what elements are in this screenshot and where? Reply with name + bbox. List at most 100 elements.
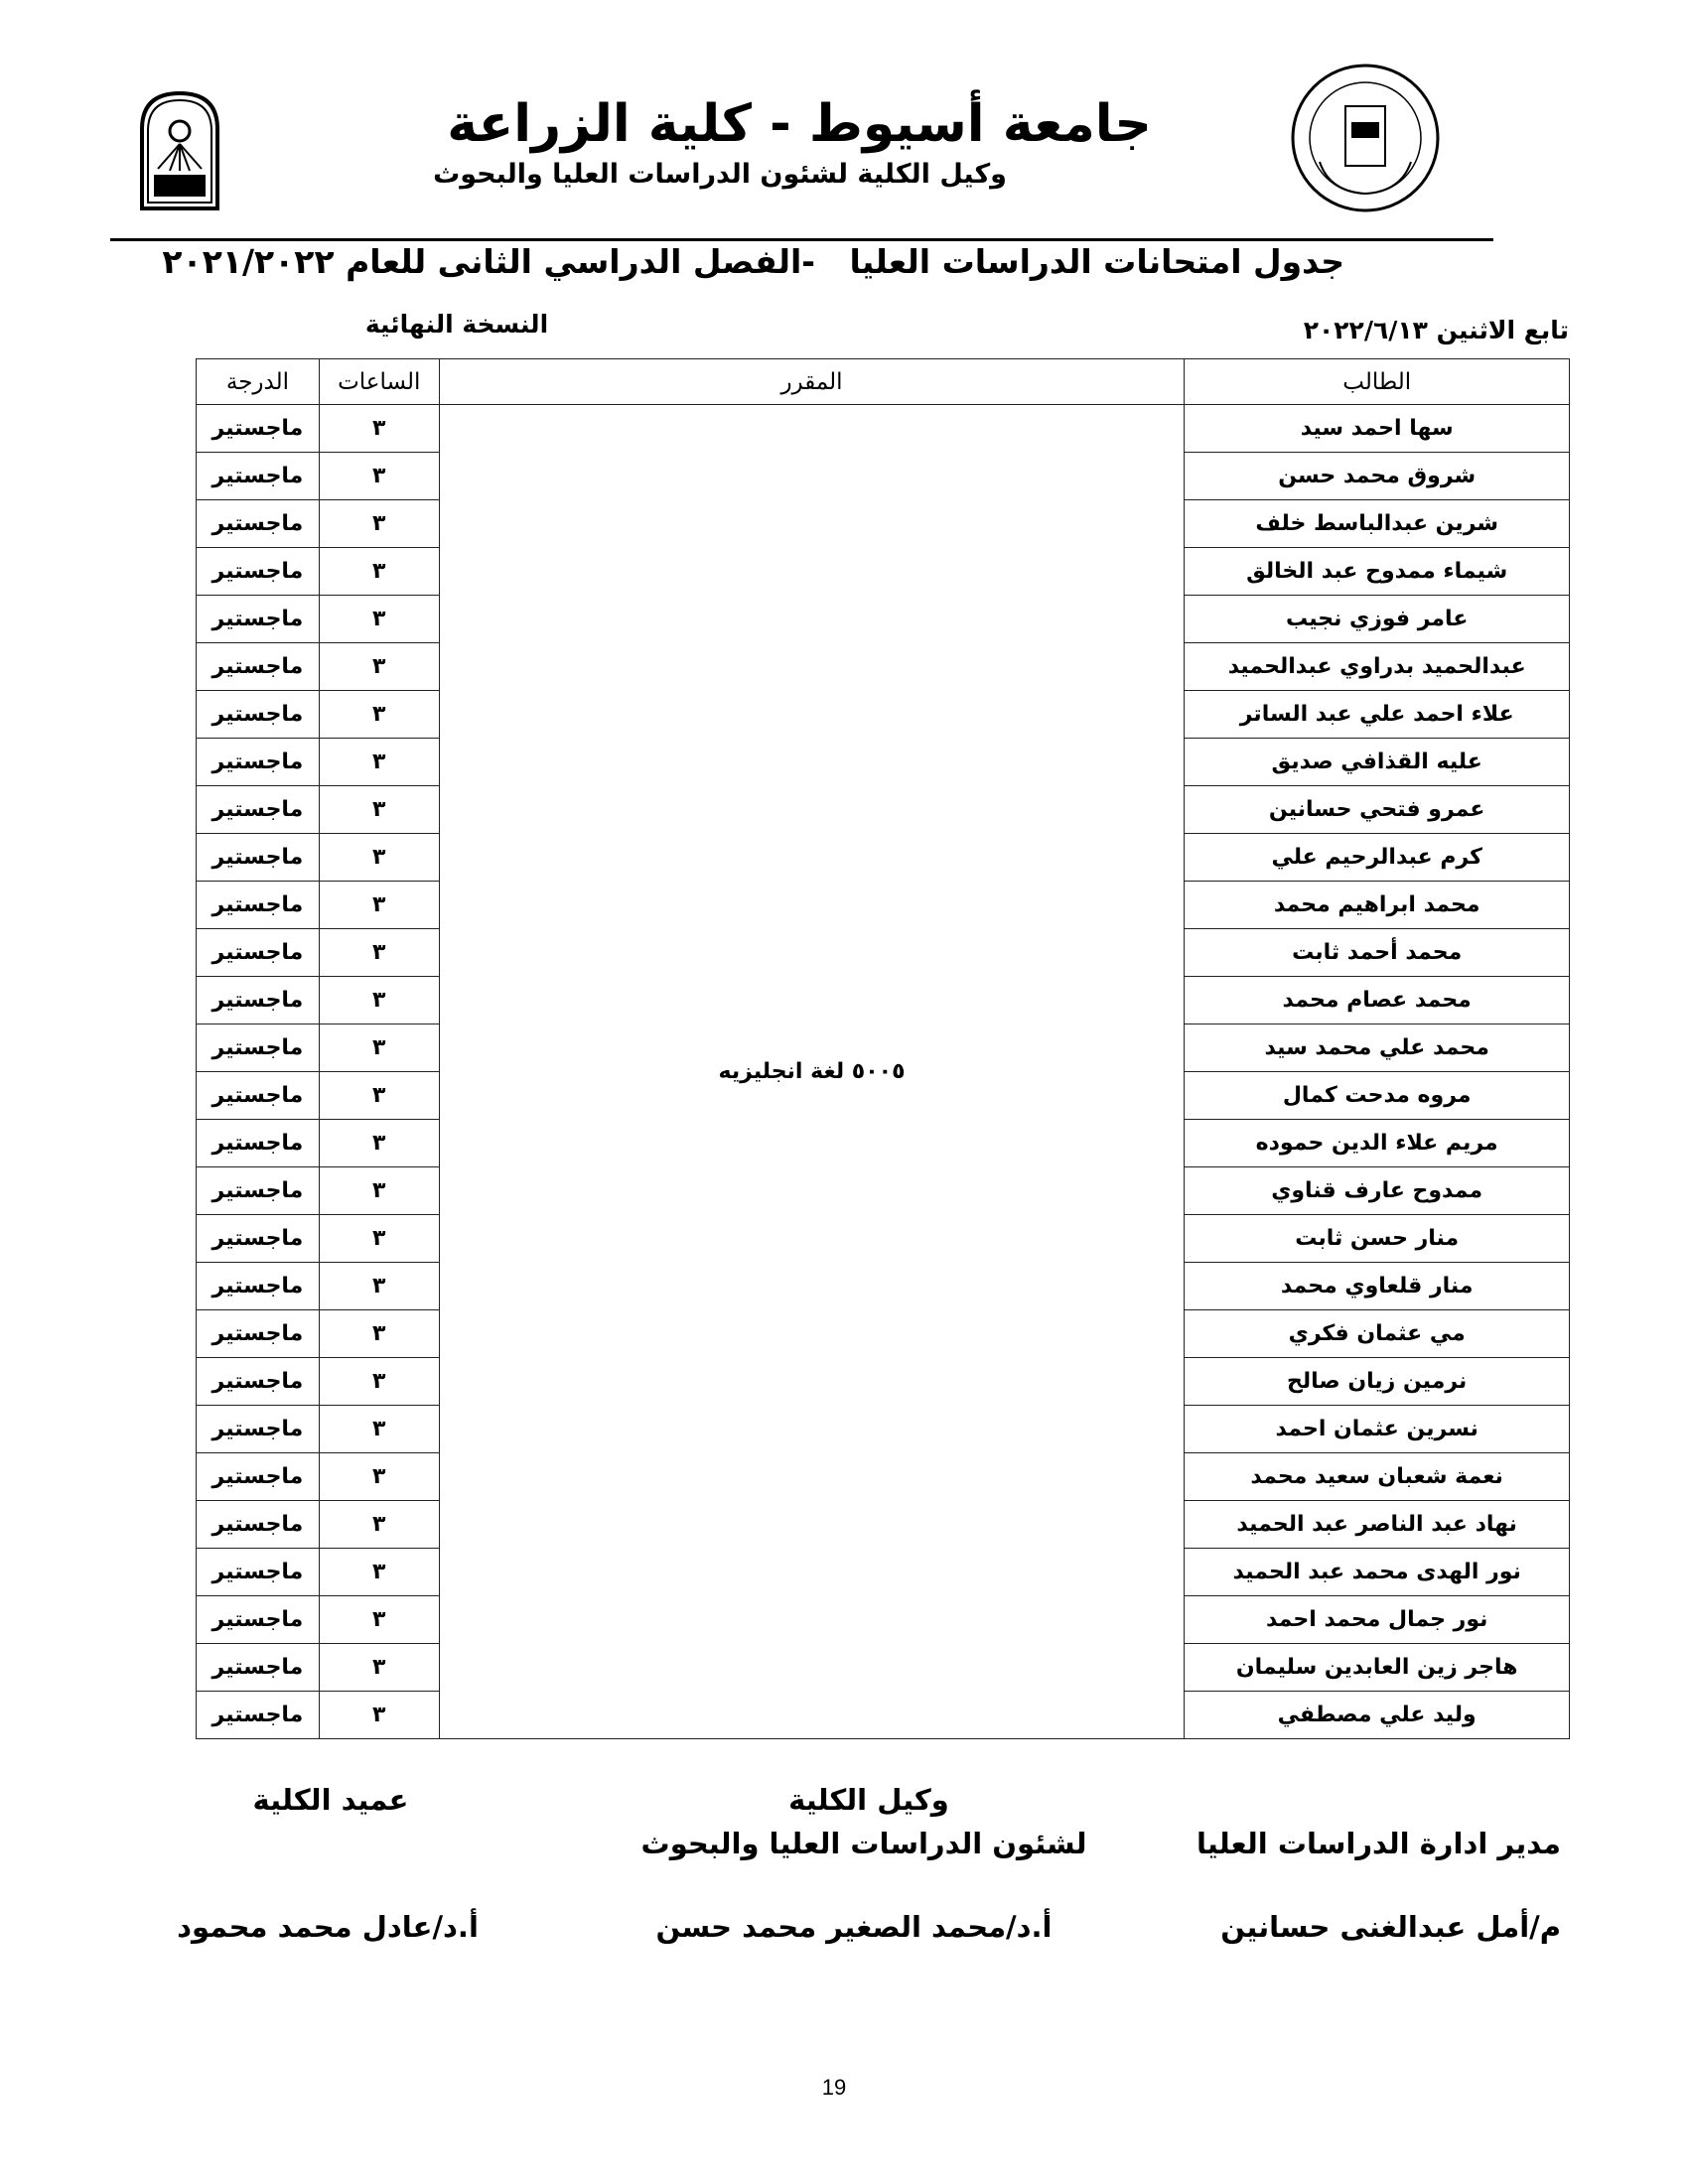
hours-cell: ٣ [318,881,440,929]
degree-cell: ماجستير [196,690,320,739]
student-name: نرمين زيان صالح [1184,1357,1570,1406]
table-row: نسرين عثمان احمد ٣ ماجستير [196,1405,1570,1453]
degree-cell: ماجستير [196,1500,320,1549]
table-row: عليه القذافي صديق ٣ ماجستير [196,738,1570,786]
student-name: نور جمال محمد احمد [1184,1595,1570,1644]
header-divider [110,238,1493,241]
course-cell: ٥٠٠٥ لغة انجليزيه [438,404,1186,1739]
office-name: وكيل الكلية لشئون الدراسات العليا والبحو… [433,159,1007,190]
exam-schedule-table: الطالب المقرر الساعات الدرجة سها احمد سي… [196,358,1570,1739]
table-row: مي عثمان فكري ٣ ماجستير [196,1309,1570,1358]
table-row: منار حسن ثابت ٣ ماجستير [196,1214,1570,1263]
degree-cell: ماجستير [196,976,320,1024]
vice-dean-title-2: لشئون الدراسات العليا والبحوث [640,1827,1087,1860]
student-name: ممدوح عارف قناوي [1184,1166,1570,1215]
hours-cell: ٣ [318,1548,440,1596]
hours-cell: ٣ [318,738,440,786]
document-title: جدول امتحانات الدراسات العليا -الفصل الد… [162,242,1344,281]
hours-cell: ٣ [318,499,440,548]
degree-cell: ماجستير [196,1643,320,1692]
student-name: مريم علاء الدين حموده [1184,1119,1570,1167]
table-row: مريم علاء الدين حموده ٣ ماجستير [196,1119,1570,1167]
faculty-seal [1290,63,1441,213]
hours-cell: ٣ [318,452,440,500]
director-title: مدير ادارة الدراسات العليا [1196,1827,1561,1860]
hours-cell: ٣ [318,1262,440,1310]
degree-cell: ماجستير [196,1595,320,1644]
vice-dean-name: أ.د/محمد الصغير محمد حسن [655,1910,1053,1944]
student-name: هاجر زين العابدين سليمان [1184,1643,1570,1692]
table-row: منار قلعاوي محمد ٣ ماجستير [196,1262,1570,1310]
degree-cell: ماجستير [196,1405,320,1453]
dean-title: عميد الكلية [252,1783,409,1817]
student-name: مي عثمان فكري [1184,1309,1570,1358]
hours-cell: ٣ [318,642,440,691]
table-row: نور جمال محمد احمد ٣ ماجستير [196,1595,1570,1644]
table-row: مروه مدحت كمال ٣ ماجستير [196,1071,1570,1120]
degree-cell: ماجستير [196,1691,320,1739]
header-student: الطالب [1184,358,1570,405]
hours-cell: ٣ [318,1643,440,1692]
student-name: عبدالحميد بدراوي عبدالحميد [1184,642,1570,691]
student-name: شروق محمد حسن [1184,452,1570,500]
student-name: علاء احمد علي عبد الساتر [1184,690,1570,739]
header-hours: الساعات [318,358,440,405]
hours-cell: ٣ [318,1214,440,1263]
student-name: محمد عصام محمد [1184,976,1570,1024]
student-name: وليد علي مصطفي [1184,1691,1570,1739]
header-course: المقرر [438,358,1186,405]
hours-cell: ٣ [318,1024,440,1072]
student-name: شرين عبدالباسط خلف [1184,499,1570,548]
hours-cell: ٣ [318,833,440,882]
table-row: سها احمد سيد ٥٠٠٥ لغة انجليزيه ٣ ماجستير [196,404,1570,1739]
table-row: كرم عبدالرحيم علي ٣ ماجستير [196,833,1570,882]
table-row: شروق محمد حسن ٣ ماجستير [196,452,1570,500]
student-name: كرم عبدالرحيم علي [1184,833,1570,882]
table-row: محمد عصام محمد ٣ ماجستير [196,976,1570,1024]
table-row: وليد علي مصطفي ٣ ماجستير [196,1691,1570,1739]
hours-cell: ٣ [318,1071,440,1120]
degree-cell: ماجستير [196,1548,320,1596]
table-row: عامر فوزي نجيب ٣ ماجستير [196,595,1570,643]
student-name: محمد أحمد ثابت [1184,928,1570,977]
hours-cell: ٣ [318,1405,440,1453]
hours-cell: ٣ [318,404,440,453]
degree-cell: ماجستير [196,595,320,643]
university-logo [138,89,221,210]
degree-cell: ماجستير [196,452,320,500]
student-name: منار قلعاوي محمد [1184,1262,1570,1310]
hours-cell: ٣ [318,595,440,643]
table-row: شيماء ممدوح عبد الخالق ٣ ماجستير [196,547,1570,596]
hours-cell: ٣ [318,928,440,977]
table-row: هاجر زين العابدين سليمان ٣ ماجستير [196,1643,1570,1692]
hours-cell: ٣ [318,1500,440,1549]
degree-cell: ماجستير [196,642,320,691]
table-row: عمرو فتحي حسانين ٣ ماجستير [196,785,1570,834]
student-name: منار حسن ثابت [1184,1214,1570,1263]
hours-cell: ٣ [318,785,440,834]
header-degree: الدرجة [196,358,320,405]
student-name: شيماء ممدوح عبد الخالق [1184,547,1570,596]
student-name: مروه مدحت كمال [1184,1071,1570,1120]
hours-cell: ٣ [318,1119,440,1167]
table-row: شرين عبدالباسط خلف ٣ ماجستير [196,499,1570,548]
degree-cell: ماجستير [196,547,320,596]
hours-cell: ٣ [318,690,440,739]
student-name: نهاد عبد الناصر عبد الحميد [1184,1500,1570,1549]
hours-cell: ٣ [318,547,440,596]
student-name: نعمة شعبان سعيد محمد [1184,1452,1570,1501]
table-row: نرمين زيان صالح ٣ ماجستير [196,1357,1570,1406]
degree-cell: ماجستير [196,1262,320,1310]
degree-cell: ماجستير [196,928,320,977]
student-name: سها احمد سيد [1184,404,1570,453]
dean-name: أ.د/عادل محمد محمود [177,1910,479,1944]
degree-cell: ماجستير [196,738,320,786]
degree-cell: ماجستير [196,785,320,834]
degree-cell: ماجستير [196,499,320,548]
student-name: نور الهدى محمد عبد الحميد [1184,1548,1570,1596]
student-name: عليه القذافي صديق [1184,738,1570,786]
hours-cell: ٣ [318,976,440,1024]
page-number: 19 [821,2075,847,2100]
degree-cell: ماجستير [196,1214,320,1263]
hours-cell: ٣ [318,1691,440,1739]
